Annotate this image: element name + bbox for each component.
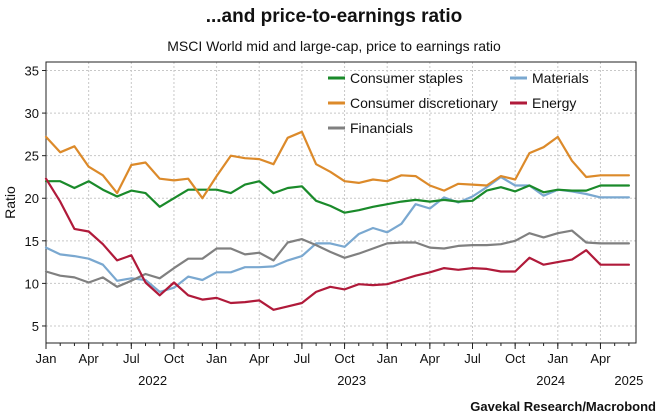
x-tick-label: Jan	[547, 351, 568, 366]
x-tick-label: Jul	[123, 351, 140, 366]
x-tick-label: Apr	[420, 351, 441, 366]
x-year-label: 2025	[614, 373, 643, 388]
x-tick-label: Apr	[79, 351, 100, 366]
x-year-label: 2024	[536, 373, 565, 388]
y-tick-label: 10	[25, 276, 39, 291]
series-line-consumer-staples	[44, 180, 631, 214]
y-tick-label: 35	[25, 64, 39, 79]
y-tick-label: 20	[25, 191, 39, 206]
series-line-energy	[44, 177, 631, 311]
x-tick-label: Apr	[249, 351, 270, 366]
legend-label: Consumer discretionary	[350, 95, 498, 111]
legend: Consumer staples Materials Consumer discre…	[328, 70, 589, 136]
x-year-label: 2023	[337, 373, 366, 388]
series-line-consumer-discretionary	[44, 130, 631, 200]
plot-frame	[45, 61, 637, 344]
x-tick-label: Jan	[36, 351, 57, 366]
x-tick-label: Oct	[334, 351, 355, 366]
x-tick-label: Jan	[377, 351, 398, 366]
x-tick-label: Jul	[464, 351, 481, 366]
x-tick-label: Oct	[164, 351, 185, 366]
source-note: Gavekal Research/Macrobond	[470, 399, 656, 414]
y-tick-label: 15	[25, 234, 39, 249]
y-axis-label: Ratio	[2, 186, 18, 219]
legend-label: Consumer staples	[350, 70, 463, 86]
legend-label: Financials	[350, 120, 413, 136]
x-tick-label: Oct	[505, 351, 526, 366]
x-year-label: 2022	[138, 373, 167, 388]
series-lines	[44, 130, 631, 311]
y-tick-label: 25	[25, 149, 39, 164]
x-tick-label: Jan	[206, 351, 227, 366]
x-tick-label: Jul	[294, 351, 311, 366]
chart-title: ...and price-to-earnings ratio	[205, 6, 463, 27]
series-line-materials	[44, 175, 631, 293]
legend-label: Energy	[532, 95, 576, 111]
legend-label: Materials	[532, 70, 589, 86]
chart-subtitle: MSCI World mid and large-cap, price to e…	[167, 38, 501, 54]
y-tick-label: 30	[25, 106, 39, 121]
x-tick-label: Apr	[590, 351, 611, 366]
series-line-financials	[44, 229, 631, 288]
y-tick-label: 5	[32, 319, 39, 334]
